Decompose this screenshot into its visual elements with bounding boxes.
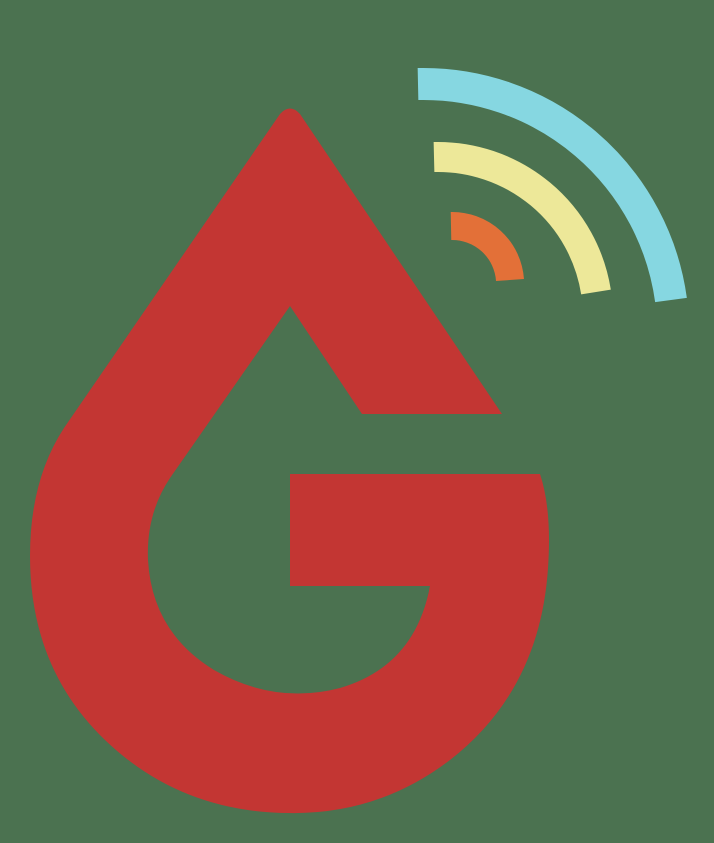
wave-middle-icon: [433, 141, 611, 295]
wave-outer-icon: [417, 67, 687, 303]
wave-inner-icon: [450, 212, 524, 282]
drop-g-mark: [30, 108, 549, 814]
